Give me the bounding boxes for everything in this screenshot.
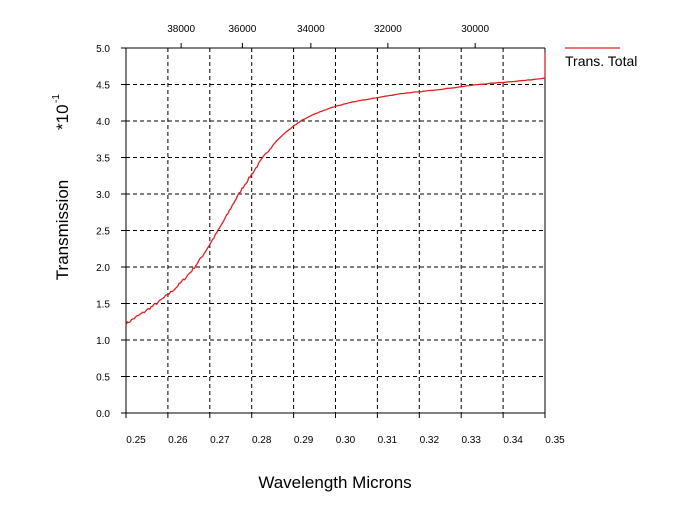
series-layer	[125, 52, 546, 326]
top-axis-tick-label: 36000	[228, 24, 256, 35]
x-tick-label: 0.35	[545, 435, 565, 446]
y-axis-title: Transmission	[53, 180, 72, 280]
series-line-trans-total	[125, 52, 546, 326]
legend-label-trans-total: Trans. Total	[565, 53, 637, 69]
x-tick-label: 0.29	[294, 435, 314, 446]
tick-labels: 0.25 0.26 0.27 0.28 0.29 0.30 0.31 0.32 0.33 0.34…	[96, 24, 565, 446]
x-tick-label: 0.25	[126, 435, 146, 446]
y-tick-label: 3.5	[96, 154, 110, 165]
grid-layer	[126, 48, 545, 413]
axis-ticks	[121, 43, 546, 418]
y-tick-label: 4.0	[96, 117, 110, 128]
top-axis-tick-label: 30000	[461, 24, 489, 35]
x-axis-title: Wavelength Microns	[258, 473, 411, 492]
top-axis-tick-label: 34000	[297, 24, 325, 35]
y-tick-label: 3.0	[96, 190, 110, 201]
y-axis-title-group: Transmission *10 -1	[51, 94, 72, 281]
x-tick-label: 0.34	[503, 435, 523, 446]
y-tick-label: 1.5	[96, 300, 110, 311]
y-tick-label: 0.5	[96, 373, 110, 384]
y-tick-label: 5.0	[96, 44, 110, 55]
y-tick-label: 2.0	[96, 263, 110, 274]
y-tick-label: 4.5	[96, 81, 110, 92]
top-axis-tick-label: 38000	[167, 24, 195, 35]
x-tick-label: 0.30	[336, 435, 356, 446]
legend: Trans. Total	[565, 47, 637, 69]
y-axis-exponent: -1	[51, 94, 62, 103]
x-tick-label: 0.28	[252, 435, 272, 446]
y-tick-label: 0.0	[96, 409, 110, 420]
x-tick-label: 0.27	[210, 435, 230, 446]
y-tick-label: 1.0	[96, 336, 110, 347]
x-tick-label: 0.31	[378, 435, 398, 446]
x-tick-label: 0.26	[168, 435, 188, 446]
x-tick-label: 0.32	[420, 435, 440, 446]
y-axis-multiplier: *10	[53, 104, 72, 130]
y-tick-label: 2.5	[96, 227, 110, 238]
x-tick-label: 0.33	[461, 435, 481, 446]
top-axis-tick-label: 32000	[374, 24, 402, 35]
